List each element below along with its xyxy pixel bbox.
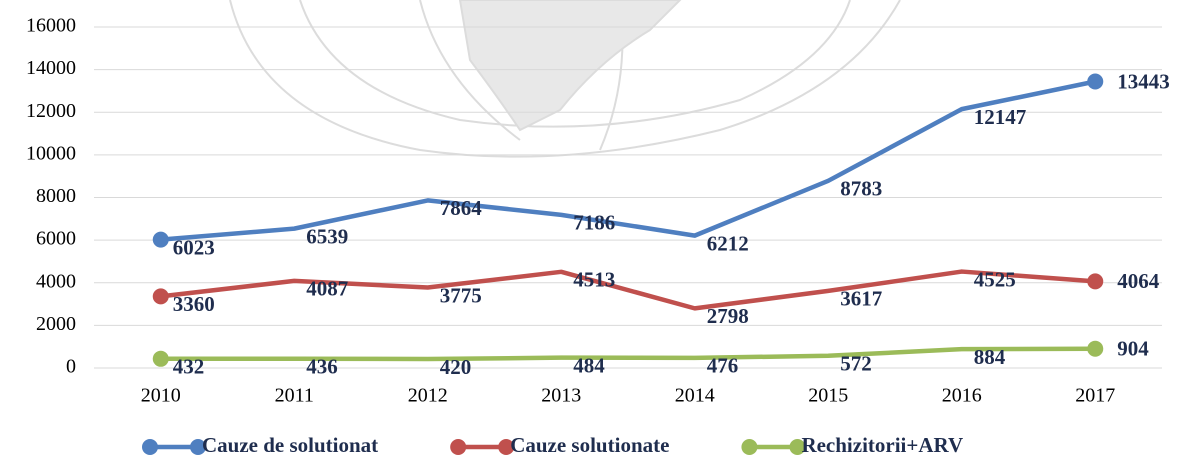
- value-label: 7864: [440, 196, 483, 220]
- x-tick-label: 2010: [141, 385, 181, 407]
- x-tick-label: 2011: [275, 385, 314, 407]
- globe-watermark: [229, 0, 901, 158]
- value-label: 4513: [573, 268, 615, 292]
- value-label: 6023: [173, 235, 215, 259]
- x-tick-label: 2017: [1075, 385, 1115, 407]
- legend-marker: [450, 439, 467, 455]
- x-tick-label: 2014: [675, 385, 715, 407]
- value-label: 7186: [573, 211, 615, 235]
- y-tick-label: 2000: [36, 313, 76, 335]
- endpoint-marker: [152, 350, 169, 367]
- endpoint-marker: [1087, 73, 1104, 90]
- value-label: 6212: [707, 231, 749, 255]
- series-line: [160, 79, 1096, 242]
- value-label: 6539: [306, 224, 348, 248]
- value-label: 476: [707, 354, 739, 378]
- legend-marker: [741, 439, 758, 455]
- x-tick-label: 2013: [541, 385, 581, 407]
- legend-label: Rechizitorii+ARV: [801, 433, 963, 457]
- value-label: 436: [306, 355, 338, 379]
- x-tick-label: 2012: [408, 385, 448, 407]
- value-label: 3617: [840, 287, 882, 311]
- endpoint-marker: [1087, 340, 1104, 357]
- y-tick-label: 6000: [36, 228, 76, 250]
- endpoint-marker: [1087, 273, 1104, 290]
- value-label: 3775: [440, 283, 482, 307]
- y-tick-label: 12000: [26, 100, 76, 122]
- y-tick-label: 10000: [26, 142, 76, 164]
- y-tick-label: 8000: [36, 185, 76, 207]
- value-label: 484: [573, 353, 605, 377]
- value-label: 12147: [974, 105, 1027, 129]
- value-label: 572: [840, 352, 872, 376]
- x-tick-label: 2015: [808, 385, 848, 407]
- endpoint-marker: [152, 231, 169, 248]
- legend-marker: [142, 439, 158, 455]
- value-label: 432: [173, 355, 205, 379]
- legend-marker: [190, 439, 206, 455]
- legend-marker: [789, 439, 806, 455]
- value-label: 904: [1117, 337, 1149, 361]
- series-line: [160, 269, 1096, 311]
- value-label: 13443: [1117, 69, 1170, 93]
- x-tick-label: 2016: [942, 385, 982, 407]
- y-tick-label: 4000: [36, 270, 76, 292]
- value-label: 884: [974, 345, 1006, 369]
- legend-label: Cauze de solutionat: [202, 433, 378, 457]
- endpoint-marker: [152, 288, 169, 305]
- value-label: 8783: [840, 177, 882, 201]
- value-label: 4525: [974, 267, 1016, 291]
- value-label: 4087: [306, 277, 348, 301]
- value-label: 2798: [707, 304, 749, 328]
- value-label: 3360: [173, 292, 215, 316]
- legend-marker: [498, 439, 515, 455]
- legend-label: Cauze solutionate: [510, 433, 669, 457]
- y-tick-label: 0: [66, 356, 76, 378]
- value-label: 420: [440, 355, 472, 379]
- value-label: 4064: [1117, 269, 1160, 293]
- series-line: [160, 346, 1096, 362]
- y-tick-label: 14000: [26, 57, 76, 79]
- y-tick-label: 16000: [26, 15, 76, 37]
